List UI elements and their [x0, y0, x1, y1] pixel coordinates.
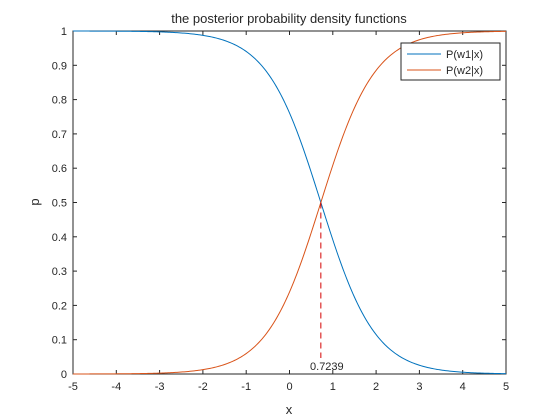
- x-tick-label: 4: [460, 381, 466, 393]
- y-tick-label: 0.2: [52, 300, 67, 312]
- plot-area: -5 -4 -3 -2 -1 0 1 2 3 4 5 0 0.1 0.2 0.3 0.4 0.5 0.6 0.7 0.…: [52, 26, 509, 393]
- y-tick-label: 0: [61, 369, 67, 381]
- x-tick-label: 2: [373, 381, 379, 393]
- y-axis-label: p: [27, 198, 42, 205]
- x-tick-label: -4: [111, 381, 121, 393]
- x-tick-label: -1: [241, 381, 251, 393]
- y-tick-label: 0.4: [52, 232, 67, 244]
- series-line-2: [73, 30, 507, 375]
- y-tick-label: 0.8: [52, 95, 67, 107]
- legend-entry-1: P(w1|x): [446, 49, 483, 61]
- y-tick-label: 0.3: [52, 266, 67, 278]
- y-tick-label: 0.7: [52, 129, 67, 141]
- x-tick-label: -3: [155, 381, 165, 393]
- x-tick-label: 1: [330, 381, 336, 393]
- y-tick-label: 0.9: [52, 60, 67, 72]
- y-tick-label: 0.6: [52, 163, 67, 175]
- x-tick-label: -5: [68, 381, 78, 393]
- y-tick-label: 1: [61, 26, 67, 38]
- x-tick-label: 5: [503, 381, 509, 393]
- legend-box: [400, 42, 501, 81]
- y-tick-label: 0.1: [52, 335, 67, 347]
- x-axis-label: x: [286, 402, 293, 417]
- y-tick-label: 0.5: [52, 198, 67, 210]
- chart-title: the posterior probability density functi…: [171, 11, 407, 26]
- series-line-1: [73, 30, 507, 375]
- x-tick-label: 0: [286, 381, 292, 393]
- x-tick-label: 3: [416, 381, 422, 393]
- annotation-label: 0.7239: [310, 361, 344, 373]
- legend-entry-2: P(w2|x): [446, 65, 483, 77]
- x-tick-label: -2: [198, 381, 208, 393]
